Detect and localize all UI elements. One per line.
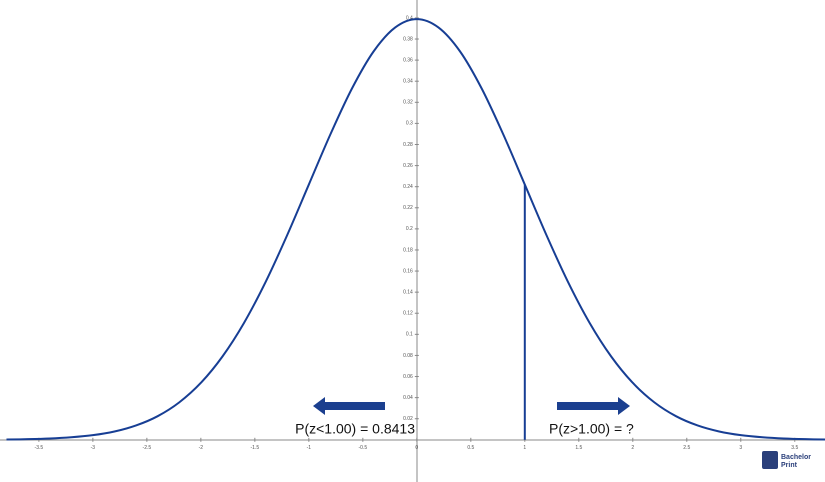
y-tick-label: 0.38 [403, 36, 413, 42]
y-tick-label: 0.26 [403, 163, 413, 169]
x-tick-label: 2 [631, 445, 634, 451]
y-tick-label: 0.06 [403, 374, 413, 380]
x-tick-label: -1 [307, 445, 312, 451]
logo-line2: Print [781, 462, 798, 469]
logo-icon [762, 451, 778, 469]
y-tick-label: 0.4 [406, 15, 413, 21]
y-tick-label: 0.12 [403, 311, 413, 317]
x-tick-label: 3 [739, 445, 742, 451]
logo: Bachelor Print [762, 451, 811, 469]
y-tick-label: 0.28 [403, 142, 413, 148]
x-tick-label: -2.5 [143, 445, 152, 451]
x-tick-label: 3.5 [791, 445, 798, 451]
y-tick-label: 0.36 [403, 57, 413, 63]
y-tick-label: 0.22 [403, 205, 413, 211]
curve [6, 18, 825, 441]
x-tick-label: 1.5 [575, 445, 582, 451]
y-tick-label: 0.02 [403, 416, 413, 422]
y-tick-label: 0.2 [406, 226, 413, 232]
x-tick-label: 1 [523, 445, 526, 451]
y-tick-label: 0.14 [403, 289, 413, 295]
y-tick-label: 0.1 [406, 332, 413, 338]
annotation: P(z<1.00) = 0.8413 [295, 421, 415, 437]
logo-line1: Bachelor [781, 454, 811, 461]
y-tick-label: 0.3 [406, 121, 413, 127]
y-tick-label: 0.24 [403, 184, 413, 190]
annotation: P(z>1.00) = ? [549, 421, 634, 437]
y-tick-label: 0.04 [403, 395, 413, 401]
right-arrow [557, 397, 630, 415]
y-tick-label: 0.32 [403, 100, 413, 106]
y-tick-label: 0.16 [403, 268, 413, 274]
x-tick-label: 0.5 [467, 445, 474, 451]
x-tick-label: 2.5 [683, 445, 690, 451]
y-tick-label: 0.34 [403, 79, 413, 85]
x-tick-label: -1.5 [251, 445, 260, 451]
y-tick-label: 0.08 [403, 353, 413, 359]
x-tick-label: -3 [91, 445, 96, 451]
x-tick-label: -2 [199, 445, 204, 451]
left-arrow [313, 397, 385, 415]
x-tick-label: 0 [415, 445, 418, 451]
x-tick-label: -0.5 [359, 445, 368, 451]
y-tick-label: 0.18 [403, 247, 413, 253]
x-tick-label: -3.5 [35, 445, 44, 451]
